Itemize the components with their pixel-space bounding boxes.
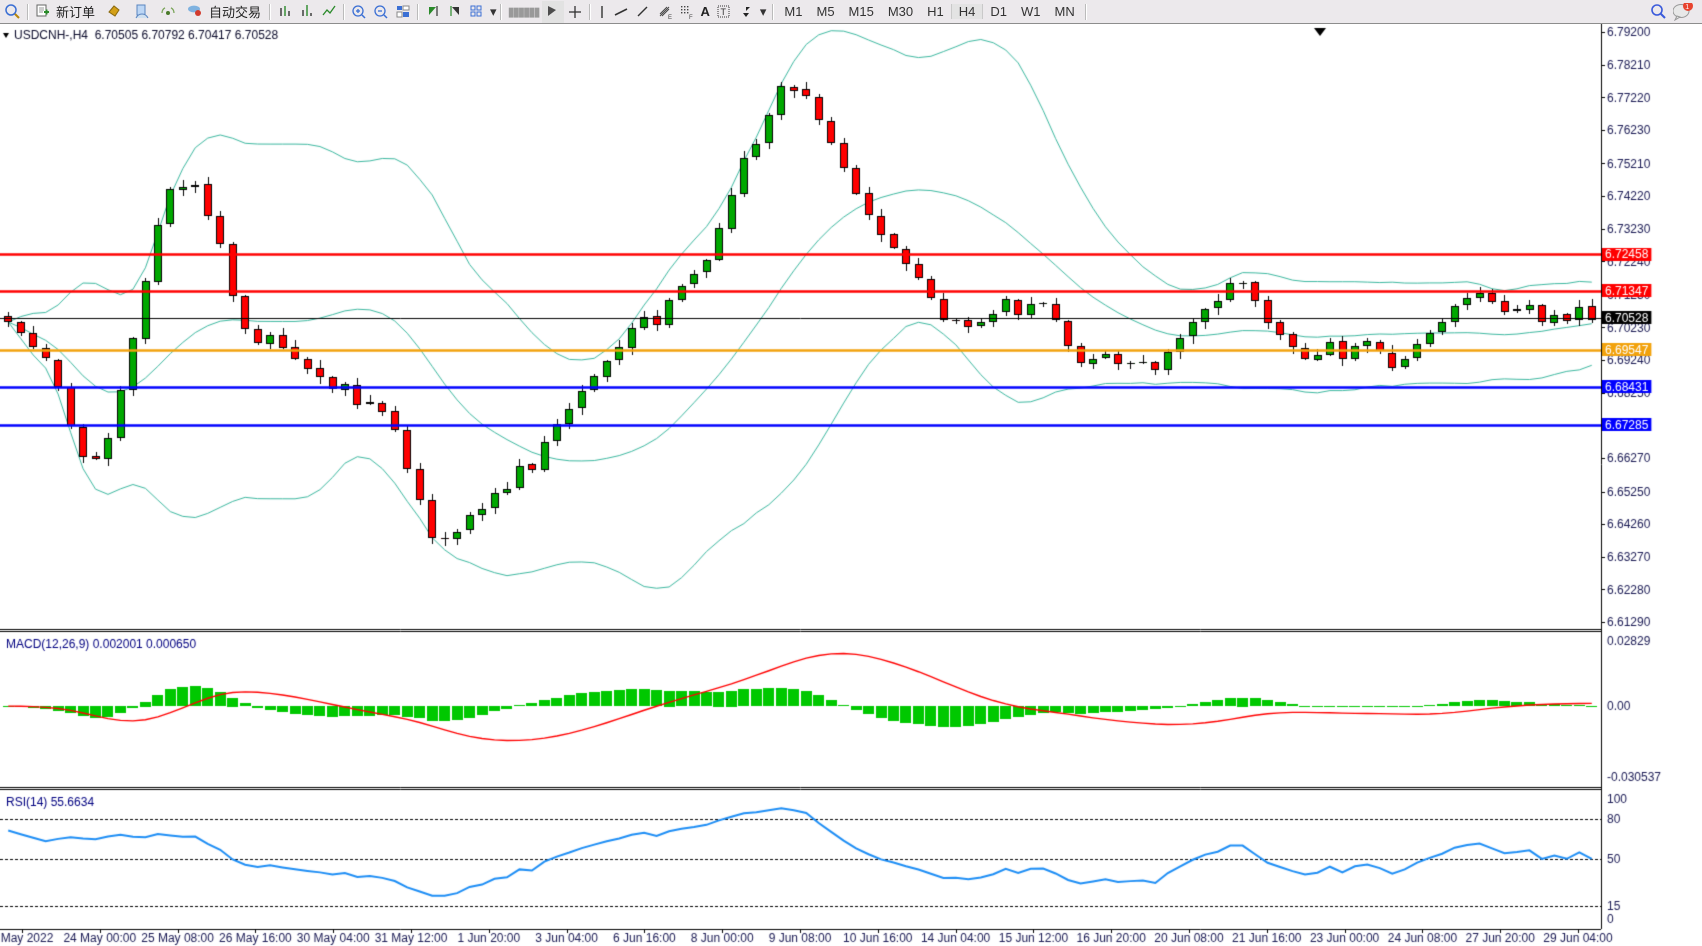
svg-text:1: 1 — [1685, 4, 1689, 11]
svg-text:F: F — [689, 15, 693, 20]
svg-text:T: T — [720, 7, 726, 17]
svg-text:E: E — [668, 15, 672, 20]
